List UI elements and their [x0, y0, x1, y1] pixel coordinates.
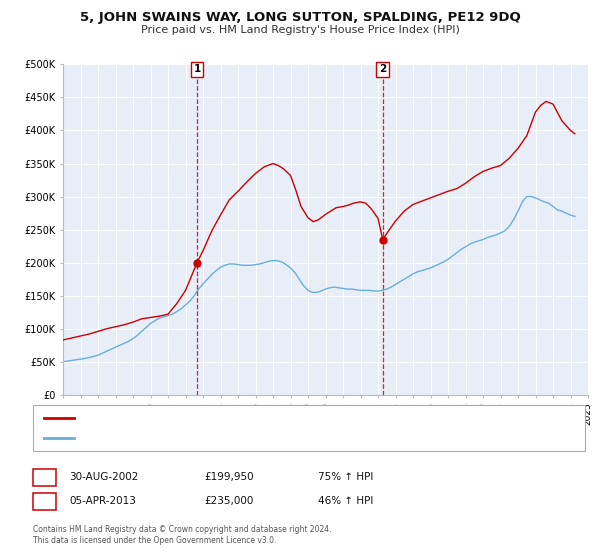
Text: Contains HM Land Registry data © Crown copyright and database right 2024.
This d: Contains HM Land Registry data © Crown c…	[33, 525, 331, 545]
Text: 05-APR-2013: 05-APR-2013	[69, 496, 136, 506]
Text: 1: 1	[41, 472, 48, 482]
Text: £235,000: £235,000	[204, 496, 253, 506]
Text: 5, JOHN SWAINS WAY, LONG SUTTON, SPALDING, PE12 9DQ (detached house): 5, JOHN SWAINS WAY, LONG SUTTON, SPALDIN…	[80, 413, 447, 422]
Text: 5, JOHN SWAINS WAY, LONG SUTTON, SPALDING, PE12 9DQ: 5, JOHN SWAINS WAY, LONG SUTTON, SPALDIN…	[80, 11, 520, 24]
Text: 2: 2	[379, 64, 386, 74]
Text: 1: 1	[193, 64, 200, 74]
Text: 46% ↑ HPI: 46% ↑ HPI	[318, 496, 373, 506]
Text: HPI: Average price, detached house, South Holland: HPI: Average price, detached house, Sout…	[80, 433, 322, 442]
Text: Price paid vs. HM Land Registry's House Price Index (HPI): Price paid vs. HM Land Registry's House …	[140, 25, 460, 35]
Text: £199,950: £199,950	[204, 472, 254, 482]
Text: 30-AUG-2002: 30-AUG-2002	[69, 472, 139, 482]
Text: 75% ↑ HPI: 75% ↑ HPI	[318, 472, 373, 482]
Text: 2: 2	[41, 496, 48, 506]
